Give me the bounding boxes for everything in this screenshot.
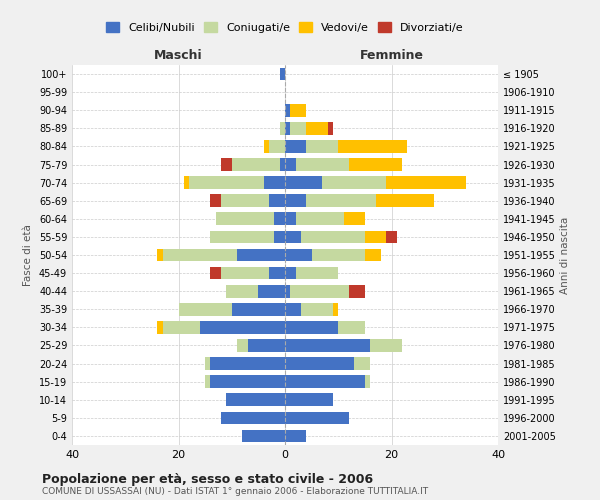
Bar xyxy=(307,122,328,134)
Bar xyxy=(328,122,333,134)
Bar xyxy=(349,158,402,171)
Bar xyxy=(221,267,269,280)
Bar xyxy=(386,176,466,189)
Bar xyxy=(264,176,285,189)
Bar xyxy=(211,194,221,207)
Bar xyxy=(211,357,285,370)
Bar xyxy=(274,212,285,225)
Bar xyxy=(157,248,163,262)
Bar xyxy=(285,248,311,262)
Text: COMUNE DI USSASSAI (NU) - Dati ISTAT 1° gennaio 2006 - Elaborazione TUTTITALIA.I: COMUNE DI USSASSAI (NU) - Dati ISTAT 1° … xyxy=(42,488,428,496)
Bar xyxy=(216,212,274,225)
Bar xyxy=(285,267,296,280)
Bar xyxy=(163,248,237,262)
Bar xyxy=(307,140,338,153)
Bar xyxy=(296,158,349,171)
Bar xyxy=(264,140,269,153)
Bar xyxy=(179,303,232,316)
Bar xyxy=(370,339,402,352)
Bar xyxy=(322,176,386,189)
Bar xyxy=(386,230,397,243)
Bar xyxy=(285,158,296,171)
Bar xyxy=(248,339,285,352)
Y-axis label: Fasce di età: Fasce di età xyxy=(23,224,33,286)
Bar xyxy=(211,230,274,243)
Bar xyxy=(285,212,296,225)
Bar xyxy=(311,248,365,262)
Bar xyxy=(232,158,280,171)
Text: Femmine: Femmine xyxy=(359,50,424,62)
Bar xyxy=(285,140,307,153)
Bar xyxy=(285,194,307,207)
Bar xyxy=(285,430,307,442)
Bar xyxy=(285,412,349,424)
Bar xyxy=(274,230,285,243)
Bar xyxy=(285,303,301,316)
Bar xyxy=(290,122,307,134)
Bar xyxy=(285,176,322,189)
Bar xyxy=(237,339,248,352)
Bar xyxy=(307,194,376,207)
Bar xyxy=(365,230,386,243)
Bar xyxy=(226,394,285,406)
Text: Maschi: Maschi xyxy=(154,50,203,62)
Bar xyxy=(285,230,301,243)
Bar xyxy=(269,267,285,280)
Bar xyxy=(365,376,370,388)
Bar xyxy=(349,285,365,298)
Bar xyxy=(163,321,200,334)
Bar xyxy=(226,285,259,298)
Bar xyxy=(285,339,370,352)
Bar xyxy=(290,104,307,117)
Bar xyxy=(338,140,407,153)
Bar xyxy=(205,357,211,370)
Bar xyxy=(211,267,221,280)
Bar xyxy=(280,68,285,80)
Bar xyxy=(285,321,338,334)
Bar xyxy=(280,122,285,134)
Bar xyxy=(280,158,285,171)
Bar xyxy=(338,321,365,334)
Text: Popolazione per età, sesso e stato civile - 2006: Popolazione per età, sesso e stato civil… xyxy=(42,472,373,486)
Bar xyxy=(285,285,290,298)
Bar xyxy=(269,140,285,153)
Bar xyxy=(259,285,285,298)
Bar xyxy=(290,285,349,298)
Bar xyxy=(296,267,338,280)
Bar xyxy=(211,376,285,388)
Bar xyxy=(365,248,381,262)
Bar xyxy=(376,194,434,207)
Bar xyxy=(200,321,285,334)
Legend: Celibi/Nubili, Coniugati/e, Vedovi/e, Divorziati/e: Celibi/Nubili, Coniugati/e, Vedovi/e, Di… xyxy=(102,18,468,37)
Y-axis label: Anni di nascita: Anni di nascita xyxy=(560,216,570,294)
Bar xyxy=(285,376,365,388)
Bar xyxy=(237,248,285,262)
Bar xyxy=(301,303,333,316)
Bar xyxy=(344,212,365,225)
Bar xyxy=(301,230,365,243)
Bar xyxy=(221,158,232,171)
Bar xyxy=(157,321,163,334)
Bar xyxy=(221,194,269,207)
Bar xyxy=(296,212,344,225)
Bar xyxy=(285,104,290,117)
Bar xyxy=(269,194,285,207)
Bar xyxy=(285,357,354,370)
Bar xyxy=(354,357,370,370)
Bar xyxy=(221,412,285,424)
Bar xyxy=(333,303,338,316)
Bar xyxy=(285,394,333,406)
Bar xyxy=(232,303,285,316)
Bar xyxy=(184,176,189,189)
Bar xyxy=(189,176,264,189)
Bar xyxy=(285,122,290,134)
Bar xyxy=(205,376,211,388)
Bar xyxy=(242,430,285,442)
